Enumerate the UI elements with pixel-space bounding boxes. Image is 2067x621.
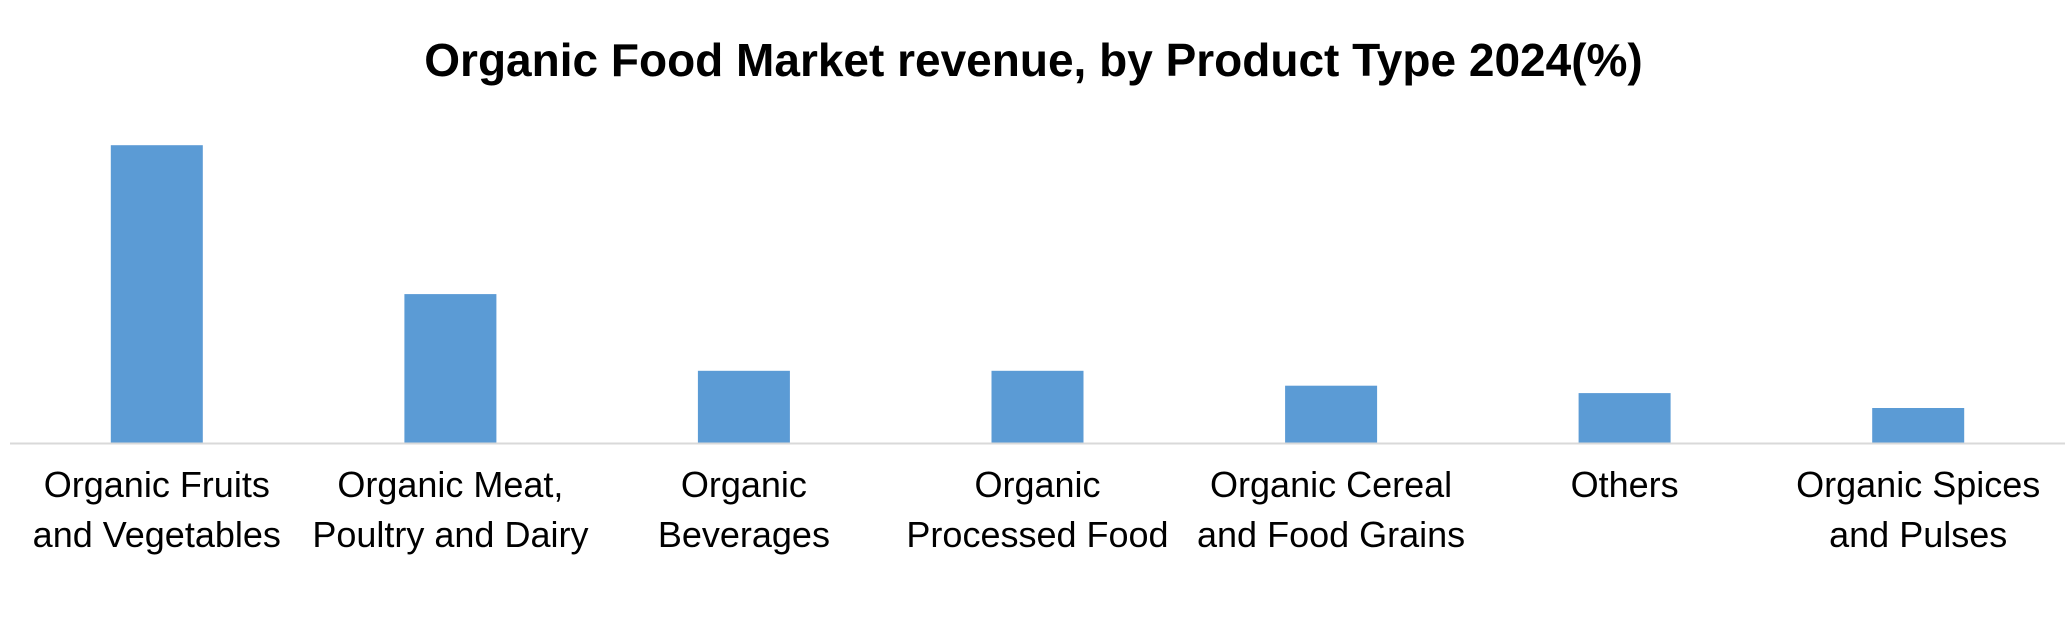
bar-4 [1285,385,1378,443]
bars-group [110,145,1965,443]
category-label-line: Poultry and Dairy [312,514,588,555]
category-label-line: Others [1571,464,1679,505]
bar-1 [404,294,497,443]
category-label-line: Organic [974,464,1100,505]
category-label-3: Organic Processed Food [906,464,1168,555]
bar-6 [1872,408,1965,443]
category-label-line: Beverages [658,514,830,555]
category-label-1: Organic Meat, Poultry and Dairy [312,464,588,555]
category-label-line: Organic Fruits [44,464,270,505]
category-label-line: Organic Cereal [1210,464,1452,505]
bar-0 [110,145,203,443]
category-label-line: and Vegetables [33,514,281,555]
chart-title: Organic Food Market revenue, by Product … [424,34,1643,86]
category-label-line: and Pulses [1829,514,2007,555]
category-label-0: Organic Fruits and Vegetables [33,464,281,555]
category-label-line: Organic [681,464,807,505]
category-labels-group: Organic Fruits and Vegetables Organic Meat… [33,464,2041,555]
category-label-2: Organic Beverages [658,464,830,555]
category-label-line: Organic Spices [1796,464,2040,505]
category-label-6: Organic Spices and Pulses [1796,464,2040,555]
bar-3 [991,370,1084,443]
category-label-5: Others [1571,464,1679,505]
category-label-line: Processed Food [906,514,1168,555]
category-label-line: and Food Grains [1197,514,1465,555]
bar-5 [1578,393,1671,443]
category-label-line: Organic Meat, [337,464,563,505]
bar-2 [697,370,790,443]
category-label-4: Organic Cereal and Food Grains [1197,464,1465,555]
